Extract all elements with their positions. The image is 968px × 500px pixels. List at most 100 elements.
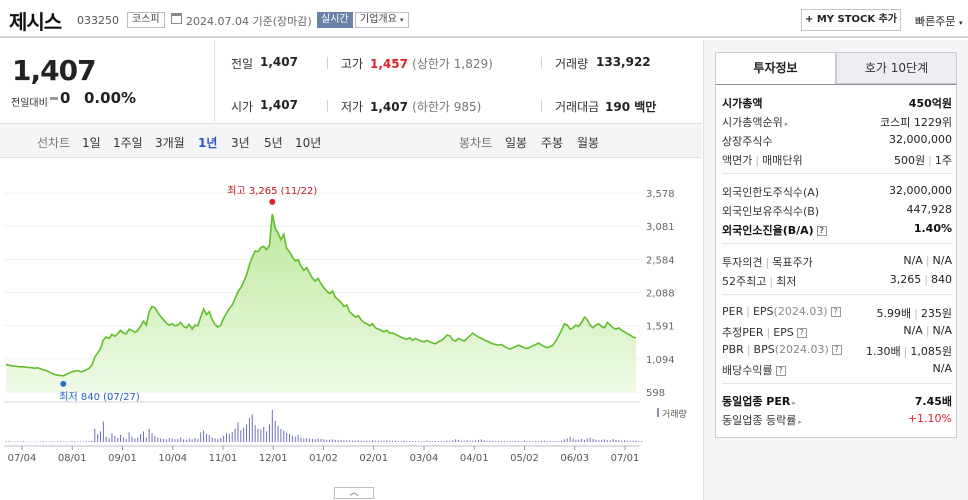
volume-bar	[134, 438, 136, 442]
market-badge: 코스피	[127, 12, 165, 28]
volume-bar	[394, 440, 396, 442]
volume-bar	[128, 432, 130, 442]
volume-bar	[131, 436, 133, 442]
caret-icon: ▸	[792, 399, 796, 407]
foreign-limit-row: 외국인한도주식수(A) 32,000,000	[722, 184, 952, 199]
volume-bar	[28, 441, 30, 443]
x-tick-label: 03/04	[410, 453, 439, 464]
y-tick-label: 3,081	[646, 222, 675, 233]
realtime-button[interactable]: 실시간	[317, 12, 353, 28]
volume-bar	[329, 439, 331, 442]
volume-bar	[74, 441, 76, 442]
collapse-chart-button[interactable]: ︿	[334, 487, 374, 499]
volume-bar	[581, 438, 583, 442]
tab-invest-info[interactable]: 투자정보	[715, 52, 836, 84]
divider	[214, 40, 215, 122]
period-3y[interactable]: 3년	[231, 136, 250, 150]
volume-label: 거래량	[555, 57, 589, 71]
volume-bar	[246, 424, 248, 442]
foreign-hold-row: 외국인보유주식수(B) 447,928	[722, 203, 952, 218]
volume-bar	[108, 438, 110, 442]
candle-monthly[interactable]: 월봉	[577, 136, 600, 150]
volume-bar	[314, 439, 316, 442]
volume-bar	[632, 440, 634, 442]
volume-bar	[320, 438, 322, 442]
x-tick-label: 04/01	[460, 453, 489, 464]
volume-bar	[334, 439, 336, 442]
candle-weekly[interactable]: 주봉	[541, 136, 564, 150]
period-3m[interactable]: 3개월	[155, 136, 185, 150]
volume-bar	[303, 438, 305, 442]
volume-bar	[188, 438, 190, 442]
change-label: 전일대비	[11, 98, 48, 109]
volume-bar	[22, 441, 24, 442]
volume-bar	[538, 441, 540, 442]
volume-bar	[34, 441, 36, 443]
volume-bar	[417, 441, 419, 442]
candle-daily[interactable]: 일봉	[505, 136, 528, 150]
volume-bar	[583, 439, 585, 442]
volume-bar	[495, 441, 497, 442]
line-chart-label: 선차트	[37, 136, 71, 150]
volume-bar	[114, 435, 116, 442]
price-chart: 3,578 3,081 2,584 2,088 1,591 1,094 598 최고 3,2…	[4, 185, 687, 464]
volume-bar	[552, 441, 554, 442]
x-tick-label: 12/01	[259, 453, 288, 464]
sector-per-row[interactable]: 동일업종 PER ▸ 7.45배	[722, 395, 952, 408]
volume-bar	[317, 438, 319, 442]
tab-orderbook[interactable]: 호가 10단계	[836, 52, 957, 84]
x-tick-label: 11/01	[209, 453, 238, 464]
high-value: 1,457 (상한가 1,829)	[370, 57, 493, 71]
volume-bar	[541, 440, 542, 442]
volume-bar	[263, 426, 265, 442]
company-info-dropdown[interactable]: 기업개요 ▾	[355, 12, 409, 28]
quick-order-dropdown[interactable]: 빠른주문 ▾	[915, 15, 963, 28]
price-area	[6, 213, 636, 392]
volume-bar	[122, 437, 124, 442]
pbr-bps-row: PBR | BPS(2024.03)? 1.30배 | 1,085원	[722, 343, 952, 358]
period-10y[interactable]: 10년	[295, 136, 322, 150]
market-cap-rank-row[interactable]: 시가총액순위 ▸ 코스피 1229위	[722, 116, 952, 129]
volume-bar	[11, 441, 13, 443]
volume-bar	[39, 441, 41, 443]
volume-bar	[177, 438, 179, 442]
volume-bar	[142, 431, 144, 442]
volume-bar	[629, 440, 631, 442]
period-1d[interactable]: 1일	[82, 136, 101, 150]
volume-bar	[480, 439, 482, 442]
volume-bar	[326, 439, 328, 442]
volume-bar	[449, 440, 451, 442]
sector-rate-row[interactable]: 동일업종 등락률 ▸ +1.10%	[722, 412, 952, 427]
volume-bar	[243, 427, 245, 442]
volume-bar	[546, 441, 548, 442]
volume-bar	[51, 441, 53, 442]
x-tick-label: 09/01	[108, 453, 137, 464]
help-icon[interactable]: ?	[816, 226, 827, 236]
x-tick-label: 07/01	[611, 453, 640, 464]
per-eps-row: PER | EPS(2024.03)? 5.99배 | 235원	[722, 305, 952, 320]
volume-bar	[16, 441, 18, 443]
volume-bar	[231, 432, 233, 442]
add-my-stock-button[interactable]: + MY STOCK 추가	[801, 9, 901, 31]
volume-bar	[48, 441, 50, 443]
volume-bar	[226, 433, 227, 442]
volume-bar	[460, 440, 462, 442]
period-1w[interactable]: 1주일	[113, 136, 143, 150]
quote-date: 2024.07.04 기준(장마감)	[186, 15, 312, 28]
volume-bar	[65, 441, 67, 443]
volume-bar	[429, 441, 431, 442]
period-5y[interactable]: 5년	[264, 136, 283, 150]
volume-bar	[426, 440, 428, 442]
period-1y[interactable]: 1년	[198, 136, 218, 150]
volume-bar	[555, 441, 557, 442]
help-icon[interactable]: ?	[775, 366, 786, 376]
help-icon[interactable]: ?	[831, 345, 842, 355]
help-icon[interactable]: ?	[796, 328, 807, 338]
volume-bar	[266, 431, 268, 442]
volume-bar	[254, 425, 256, 442]
help-icon[interactable]: ?	[830, 307, 841, 317]
volume-bar	[171, 438, 173, 442]
volume-bar	[440, 441, 442, 442]
volume-bar	[5, 441, 7, 442]
volume-bar	[79, 441, 81, 443]
